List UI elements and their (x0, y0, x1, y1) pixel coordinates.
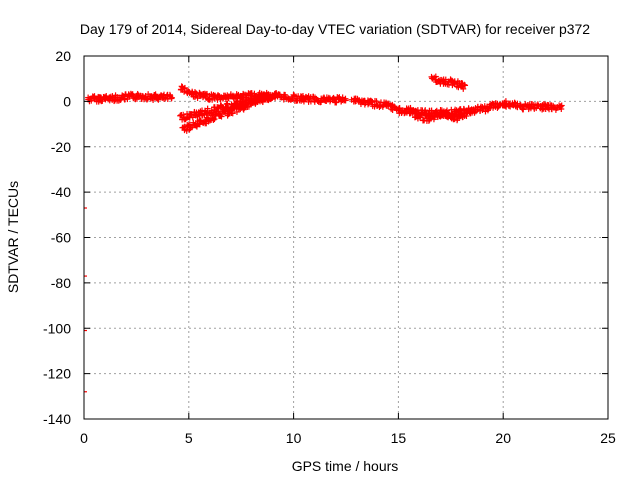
y-tick-label: -20 (51, 139, 71, 155)
y-axis-label: SDTVAR / TECUs (5, 181, 21, 293)
y-tick-label: -120 (43, 366, 71, 382)
axis-ticks: 20 0 -20 -40 -60 -80 -100 -120 -140 0 5 10 15 20 25 (43, 48, 616, 446)
x-tick-label: 10 (286, 430, 302, 446)
x-tick-label: 20 (495, 430, 511, 446)
x-tick-label: 5 (185, 430, 193, 446)
y-tick-label: -140 (43, 411, 71, 427)
y-tick-label: -100 (43, 320, 71, 336)
y-tick-label: 0 (63, 93, 71, 109)
x-tick-label: 25 (600, 430, 616, 446)
y-tick-label: -80 (51, 275, 71, 291)
grid-lines (84, 56, 608, 419)
x-tick-label: 0 (80, 430, 88, 446)
x-tick-label: 15 (391, 430, 407, 446)
y-tick-label: 20 (55, 48, 71, 64)
y-tick-label: -60 (51, 230, 71, 246)
chart-title: Day 179 of 2014, Sidereal Day-to-day VTE… (80, 21, 590, 37)
x-axis-label: GPS time / hours (292, 458, 399, 474)
y-tick-label: -40 (51, 184, 71, 200)
data-points (84, 73, 565, 393)
